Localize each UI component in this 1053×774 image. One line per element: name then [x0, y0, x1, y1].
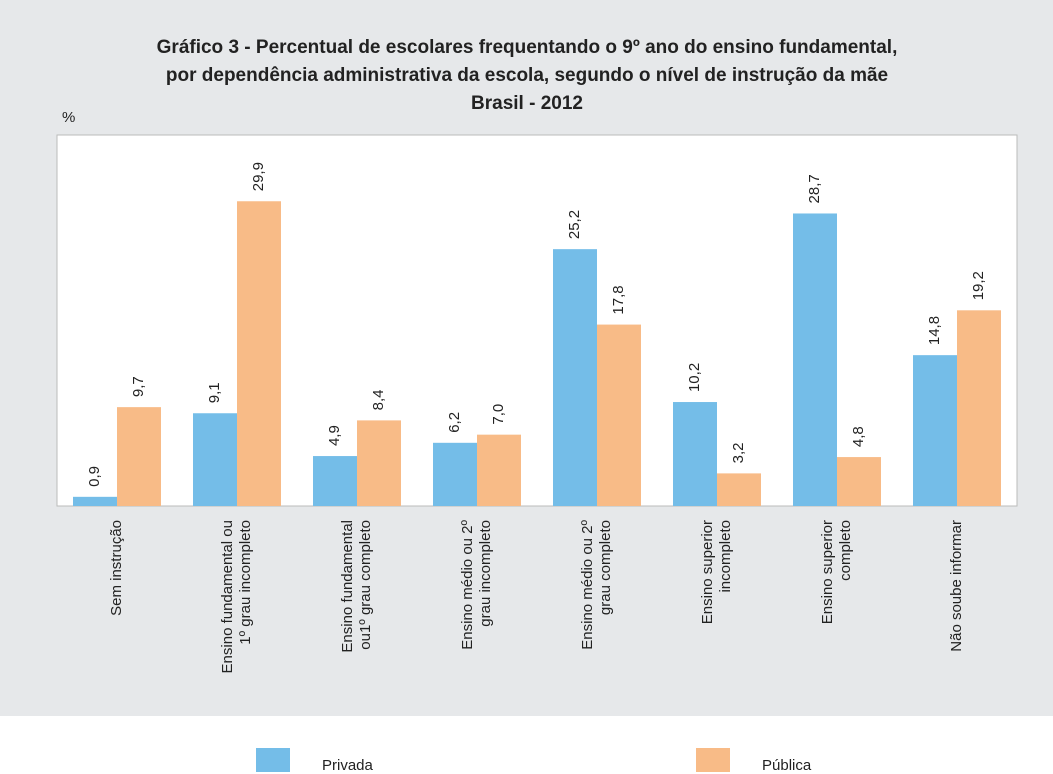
x-tick-label: Ensino fundamental ou1º grau incompleto [219, 520, 254, 673]
bar [193, 413, 237, 506]
bar [117, 407, 161, 506]
bar [553, 249, 597, 506]
value-label: 8,4 [370, 390, 387, 411]
x-tick-label: Ensino superiorcompleto [819, 520, 854, 624]
bar [793, 213, 837, 506]
chart-subtitle: Brasil - 2012 [471, 93, 583, 114]
value-label: 4,8 [850, 426, 867, 447]
x-tick-label: Ensino médio ou 2ºgrau incompleto [459, 519, 494, 649]
value-label: 0,9 [86, 466, 103, 487]
x-tick-label: Não soube informar [948, 520, 965, 652]
y-axis-label: % [62, 109, 75, 126]
bar [73, 496, 117, 506]
value-label: 29,9 [250, 162, 267, 191]
value-label: 9,7 [130, 376, 147, 397]
value-label: 9,1 [206, 382, 223, 403]
legend-swatch [696, 748, 730, 772]
bar [597, 324, 641, 506]
bar [913, 355, 957, 506]
value-label: 25,2 [566, 210, 583, 239]
bar [313, 456, 357, 506]
bar [357, 420, 401, 506]
value-label: 10,2 [686, 363, 703, 392]
x-tick-label: Ensino fundamentalou1º grau completo [339, 520, 374, 653]
bar [837, 457, 881, 506]
x-tick-label: Ensino superiorincompleto [699, 520, 734, 624]
bar [433, 442, 477, 506]
x-tick-label: Sem instrução [108, 520, 125, 616]
bar [477, 434, 521, 506]
bar [673, 402, 717, 506]
value-label: 7,0 [490, 404, 507, 425]
legend-label: Privada [322, 757, 374, 774]
legend-swatch [256, 748, 290, 772]
value-label: 6,2 [446, 412, 463, 433]
value-label: 4,9 [326, 425, 343, 446]
bar [717, 473, 761, 506]
value-label: 19,2 [970, 271, 987, 300]
value-label: 14,8 [926, 316, 943, 345]
value-label: 17,8 [610, 285, 627, 314]
value-label: 3,2 [730, 443, 747, 464]
x-tick-label: Ensino médio ou 2ºgrau completo [579, 519, 614, 649]
value-label: 28,7 [806, 174, 823, 203]
legend-label: Pública [762, 757, 812, 774]
chart-title: Gráfico 3 - Percentual de escolares freq… [157, 37, 898, 86]
bar [237, 201, 281, 506]
bar [957, 310, 1001, 506]
